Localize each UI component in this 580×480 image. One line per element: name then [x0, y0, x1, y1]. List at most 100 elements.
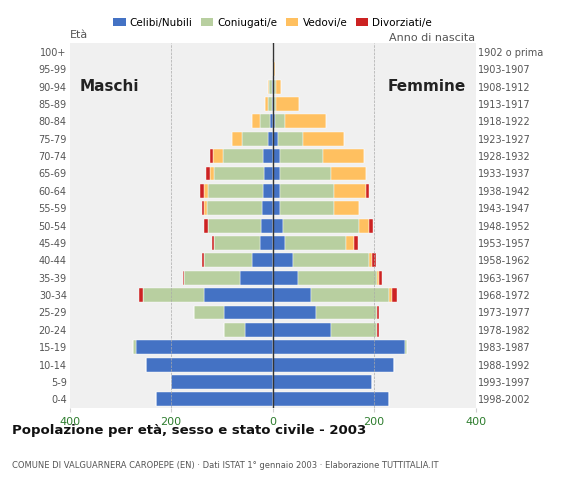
Bar [264, 167, 273, 180]
Bar [273, 288, 311, 302]
Bar [200, 184, 204, 198]
Bar [202, 201, 204, 215]
Bar [334, 184, 367, 198]
Bar [210, 149, 213, 163]
Bar [232, 132, 242, 146]
Bar [273, 271, 298, 285]
Bar [273, 392, 389, 406]
Bar [273, 236, 285, 250]
Bar [273, 219, 283, 232]
Bar [213, 149, 223, 163]
Bar [273, 149, 280, 163]
Bar [214, 167, 264, 180]
Bar [324, 149, 364, 163]
Bar [273, 97, 274, 111]
Bar [262, 219, 273, 232]
Bar [214, 236, 260, 250]
Bar [298, 271, 376, 285]
Bar [269, 80, 271, 94]
Bar [273, 340, 405, 354]
Text: Femmine: Femmine [387, 79, 466, 94]
Bar [303, 132, 343, 146]
Bar [204, 288, 273, 302]
Bar [376, 305, 379, 319]
Bar [252, 253, 273, 267]
Bar [369, 219, 373, 232]
Text: Popolazione per età, sesso e stato civile - 2003: Popolazione per età, sesso e stato civil… [12, 424, 366, 437]
Bar [204, 184, 208, 198]
Bar [379, 271, 382, 285]
Bar [376, 271, 379, 285]
Bar [139, 288, 143, 302]
Bar [334, 201, 359, 215]
Legend: Celibi/Nubili, Coniugati/e, Vedovi/e, Divorziati/e: Celibi/Nubili, Coniugati/e, Vedovi/e, Di… [110, 14, 435, 31]
Bar [293, 253, 369, 267]
Bar [194, 305, 224, 319]
Bar [260, 236, 273, 250]
Bar [240, 271, 273, 285]
Bar [208, 184, 263, 198]
Bar [285, 236, 346, 250]
Bar [206, 201, 263, 215]
Bar [212, 236, 214, 250]
Bar [275, 114, 285, 128]
Bar [276, 97, 299, 111]
Bar [204, 219, 208, 232]
Bar [278, 132, 303, 146]
Bar [346, 236, 354, 250]
Bar [270, 114, 273, 128]
Bar [202, 253, 204, 267]
Bar [210, 167, 214, 180]
Bar [245, 323, 273, 337]
Bar [271, 97, 273, 111]
Bar [273, 62, 275, 76]
Bar [273, 201, 280, 215]
Bar [223, 149, 263, 163]
Bar [273, 358, 394, 372]
Bar [143, 288, 204, 302]
Bar [273, 132, 278, 146]
Bar [405, 340, 407, 354]
Bar [372, 253, 376, 267]
Bar [274, 80, 276, 94]
Bar [224, 305, 273, 319]
Bar [273, 167, 280, 180]
Bar [136, 340, 273, 354]
Bar [283, 219, 359, 232]
Bar [359, 219, 369, 232]
Bar [273, 305, 316, 319]
Bar [208, 219, 262, 232]
Bar [268, 80, 269, 94]
Bar [171, 375, 273, 389]
Bar [280, 167, 331, 180]
Bar [260, 114, 270, 128]
Bar [285, 114, 326, 128]
Bar [354, 236, 358, 250]
Bar [263, 201, 273, 215]
Bar [156, 392, 273, 406]
Bar [242, 132, 267, 146]
Bar [376, 323, 379, 337]
Bar [133, 340, 136, 354]
Bar [204, 253, 252, 267]
Bar [273, 253, 293, 267]
Bar [280, 201, 334, 215]
Bar [389, 288, 392, 302]
Bar [267, 132, 273, 146]
Bar [271, 80, 273, 94]
Bar [267, 97, 271, 111]
Bar [273, 80, 274, 94]
Bar [392, 288, 397, 302]
Text: Anno di nascita: Anno di nascita [390, 33, 476, 43]
Bar [184, 271, 240, 285]
Bar [265, 97, 267, 111]
Text: Età: Età [70, 30, 88, 40]
Bar [273, 184, 280, 198]
Bar [273, 114, 275, 128]
Bar [206, 167, 210, 180]
Bar [146, 358, 273, 372]
Bar [263, 184, 273, 198]
Bar [369, 253, 372, 267]
Bar [273, 375, 372, 389]
Bar [331, 167, 367, 180]
